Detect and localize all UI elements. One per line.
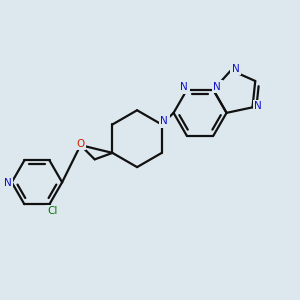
Text: N: N bbox=[160, 116, 168, 126]
Text: N: N bbox=[4, 178, 12, 188]
Text: Cl: Cl bbox=[48, 206, 58, 216]
Text: N: N bbox=[180, 82, 188, 92]
Text: N: N bbox=[232, 64, 240, 74]
Text: N: N bbox=[213, 82, 221, 92]
Text: N: N bbox=[254, 101, 262, 111]
Text: O: O bbox=[76, 139, 85, 148]
